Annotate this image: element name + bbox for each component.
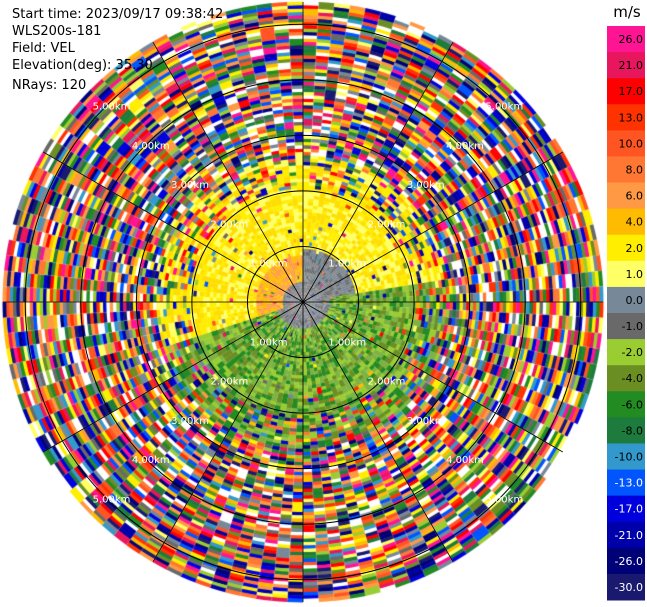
azimuth-spoke — [302, 301, 564, 453]
azimuth-spoke — [302, 151, 564, 303]
colorbar-tick-label: 26.0 — [619, 33, 644, 46]
colorbar-swatch — [607, 52, 645, 79]
elevation: Elevation(deg): 35.30 — [12, 58, 153, 73]
azimuth-spoke — [42, 301, 304, 453]
colorbar-tick-label: -2.0 — [622, 346, 643, 359]
range-ring-label: 5.00km — [485, 102, 523, 113]
azimuth-spoke — [302, 301, 454, 563]
colorbar-tick-label: -21.0 — [615, 529, 643, 542]
colorbar-swatch — [607, 156, 645, 184]
colorbar-swatch — [607, 234, 645, 262]
azimuth-spoke — [152, 301, 304, 563]
range-ring-label: 3.00km — [407, 416, 445, 427]
colorbar-swatch — [607, 365, 645, 392]
range-ring-label: 2.00km — [210, 377, 248, 388]
start-time: Start time: 2023/09/17 09:38:42 — [12, 7, 224, 22]
colorbar-tick-label: -10.0 — [615, 451, 643, 464]
colorbar-tick-label: -8.0 — [622, 424, 643, 437]
range-ring-label: 5.00km — [93, 102, 131, 113]
azimuth-spoke — [152, 41, 304, 303]
range-ring-label: 4.00km — [446, 455, 484, 466]
colorbar-swatch — [607, 443, 645, 471]
range-ring-label: 2.00km — [210, 219, 248, 230]
range-ring-label: 2.00km — [368, 377, 406, 388]
colorbar-swatch — [607, 313, 645, 340]
colorbar-swatch — [607, 104, 645, 131]
colorbar-swatch — [607, 547, 645, 575]
range-ring-label: 4.00km — [446, 141, 484, 152]
range-ring-label: 5.00km — [93, 494, 131, 505]
colorbar-tick-label: 1.0 — [626, 268, 644, 281]
colorbar-swatch — [607, 469, 645, 497]
colorbar-tick-label: 13.0 — [619, 111, 644, 124]
colorbar-tick-label: -13.0 — [615, 477, 643, 490]
colorbar-tick-label: 2.0 — [626, 242, 644, 255]
colorbar-swatch — [607, 339, 645, 366]
range-ring-label: 1.00km — [250, 337, 288, 348]
azimuth-spoke — [302, 41, 454, 303]
range-ring-label: 3.00km — [407, 180, 445, 191]
colorbar-swatch — [607, 495, 645, 523]
colorbar-tick-label: -1.0 — [622, 320, 643, 333]
nrays: NRays: 120 — [12, 78, 87, 93]
range-ring-overlay: 1.00km 1.00km 1.00km 1.00km 2.00km 2.00km 2.00… — [3, 2, 603, 602]
colorbar-swatch — [607, 182, 645, 210]
range-ring-label: 4.00km — [132, 141, 170, 152]
range-ring-label: 1.00km — [328, 337, 366, 348]
field-name: Field: VEL — [12, 41, 75, 56]
colorbar-swatch — [607, 391, 645, 418]
colorbar-tick-label: 10.0 — [619, 137, 644, 150]
colorbar-tick-label: -4.0 — [622, 372, 643, 385]
instrument-name: WLS200s-181 — [12, 24, 102, 39]
range-ring-label: 3.00km — [171, 180, 209, 191]
colorbar-swatch — [607, 78, 645, 105]
colorbar-swatch — [607, 573, 645, 601]
colorbar-swatch — [607, 417, 645, 444]
colorbar-swatch — [607, 260, 645, 288]
colorbar-tick-label: 6.0 — [626, 190, 644, 203]
colorbar-tick-label: -17.0 — [615, 503, 643, 516]
colorbar-tick-label: -26.0 — [615, 555, 643, 568]
colorbar-tick-label: 0.0 — [626, 294, 644, 307]
colorbar-tick-label: 17.0 — [619, 85, 644, 98]
colorbar-tick-label: 4.0 — [626, 216, 644, 229]
colorbar-unit-label: m/s — [613, 3, 641, 21]
colorbar-swatch — [607, 130, 645, 157]
range-ring-label: 4.00km — [132, 455, 170, 466]
range-ring-label: 3.00km — [171, 416, 209, 427]
colorbar: m/s 26.0 21.0 17.0 13.0 10.0 8.0 6.0 4.0 2.0 1.0 0… — [607, 3, 645, 601]
colorbar-tick-label: -30.0 — [615, 581, 643, 594]
plot-info: Start time: 2023/09/17 09:38:42 WLS200s-… — [12, 6, 223, 94]
azimuth-spoke — [42, 151, 304, 303]
colorbar-tick-label: 8.0 — [626, 164, 644, 177]
colorbar-tick-label: -6.0 — [622, 398, 643, 411]
colorbar-tick-label: 21.0 — [619, 59, 644, 72]
colorbar-swatch — [607, 286, 645, 314]
colorbar-swatch — [607, 26, 645, 53]
range-ring-label: 2.00km — [368, 219, 406, 230]
range-ring-label: 1.00km — [328, 259, 366, 270]
colorbar-swatch — [607, 521, 645, 549]
colorbar-swatch — [607, 208, 645, 236]
range-ring-label: 1.00km — [250, 259, 288, 270]
range-ring-label: 5.00km — [485, 494, 523, 505]
